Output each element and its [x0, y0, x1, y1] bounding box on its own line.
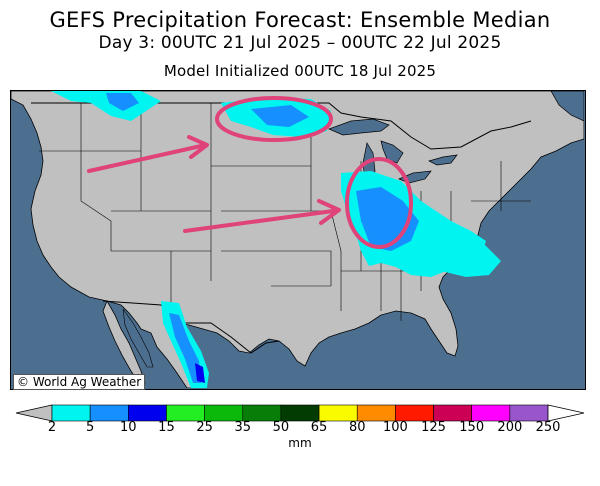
legend-bin — [51, 404, 91, 422]
legend-bin — [89, 404, 129, 422]
legend-bin — [509, 404, 549, 422]
legend-bin — [280, 404, 320, 422]
hudson-bay — [550, 91, 584, 122]
legend-bins — [51, 404, 549, 422]
legend-label: 200 — [497, 420, 523, 435]
precip-southwest-peak — [195, 363, 205, 383]
annotation-arrow-midwest — [183, 209, 335, 233]
legend-label: 5 — [86, 420, 95, 435]
legend-label: 125 — [421, 420, 446, 435]
legend-label: 10 — [120, 420, 137, 435]
legend-bin — [204, 404, 244, 422]
copyright-credit: © World Ag Weather — [13, 374, 146, 390]
legend-under-triangle — [15, 404, 53, 422]
precip-north-plains-core — [251, 105, 309, 127]
precip-southwest-core — [169, 313, 201, 383]
legend-label: 150 — [459, 420, 485, 435]
annotation-circle-north — [215, 96, 333, 142]
legend-bin — [242, 404, 282, 422]
legend-label: 35 — [234, 420, 252, 435]
precip-southeast — [431, 241, 501, 277]
legend-bin — [395, 404, 434, 422]
legend-label: 25 — [196, 420, 213, 435]
legend-bin — [356, 404, 396, 422]
forecast-period: Day 3: 00UTC 21 Jul 2025 – 00UTC 22 Jul … — [98, 33, 502, 53]
annotation-arrow-midwest-head — [317, 199, 341, 225]
annotation-arrow-north — [87, 144, 203, 173]
legend-units: mm — [288, 436, 312, 450]
gulf-of-california — [122, 308, 154, 368]
legend-label: 250 — [535, 420, 561, 435]
legend-label: 65 — [310, 420, 328, 435]
legend-label: 50 — [272, 420, 290, 435]
annotation-circle-midwest — [345, 157, 413, 249]
legend-over-triangle — [547, 404, 585, 422]
legend-label: 100 — [382, 420, 408, 435]
precip-nw-coast-core — [106, 93, 139, 111]
canada-border — [31, 102, 532, 150]
legend-bin — [128, 404, 167, 422]
precipitation-map — [10, 90, 586, 390]
map-title: GEFS Precipitation Forecast: Ensemble Me… — [49, 8, 551, 32]
legend-label: 80 — [348, 420, 366, 435]
legend-label: 2 — [47, 420, 57, 435]
legend-bin — [471, 404, 511, 422]
model-init-time: Model Initialized 00UTC 18 Jul 2025 — [163, 62, 437, 80]
legend-bin — [318, 404, 358, 422]
annotations — [87, 96, 413, 249]
legend-label: 15 — [158, 420, 175, 435]
annotation-arrow-north-head — [187, 135, 209, 159]
legend-bin — [433, 404, 472, 422]
legend-bin — [166, 404, 205, 422]
precip-areas — [51, 91, 501, 388]
